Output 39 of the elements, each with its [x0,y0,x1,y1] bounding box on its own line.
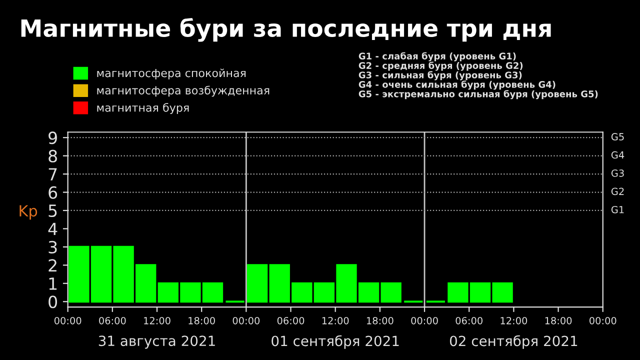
ref-line-label: G2 [611,188,624,196]
ref-line-label: G1 [611,206,624,214]
x-tick-label: 12:00 [144,316,170,324]
bar [247,264,268,303]
x-tick-label: 18:00 [545,316,572,324]
legend-label: магнитосфера возбужденная [97,86,270,97]
y-tick-label: 5 [48,204,57,218]
text: 02 сентября 2021 [450,335,578,349]
ref-line-label: G3 [611,170,624,177]
x-tick-label: 12:00 [322,316,349,324]
x-tick-label: 00:00 [590,316,616,324]
x-tick-label: 06:00 [277,316,304,324]
x-tick-label: 06:00 [99,316,126,324]
ref-line-label: G5 [611,133,624,140]
y-tick-label: 7 [48,168,57,180]
legend-label: магнитосфера спокойная [97,68,246,80]
chart-title: Магнитные бури за последние три дня [21,18,551,42]
y-tick-label: 9 [48,132,57,144]
ref-line-label: G4 [611,151,624,159]
y-tick-label: 1 [49,278,57,290]
y-tick-label: 3 [48,240,57,254]
legend-label: магнитная буря [97,103,189,114]
x-tick-label: 00:00 [54,316,82,324]
y-tick-label: 6 [48,186,58,199]
text: 31 августа 2021 [98,336,215,349]
text: G1 - слабая буря (уровень G1) G2 - средняя буря (уровень G2) G3 - сильная буря (уровень G3) G4 - очень сильная буря (уровень G4) G5 - экстремально сильная буря (уровень G5) [358,52,598,100]
x-tick-label: 18:00 [367,316,394,324]
x-tick-label: 00:00 [232,316,260,324]
x-tick-label: 06:00 [456,316,482,324]
bar [380,282,402,303]
y-tick-label: 8 [48,150,57,162]
y-axis-title: Kp [20,205,38,220]
y-tick-label: 0 [48,296,58,308]
y-tick-label: 2 [48,259,56,272]
x-tick-label: 12:00 [500,316,528,324]
text: 01 сентября 2021 [272,335,399,349]
y-tick-label: 4 [48,222,58,236]
x-tick-label: 00:00 [411,316,438,324]
x-tick-label: 18:00 [188,316,215,324]
